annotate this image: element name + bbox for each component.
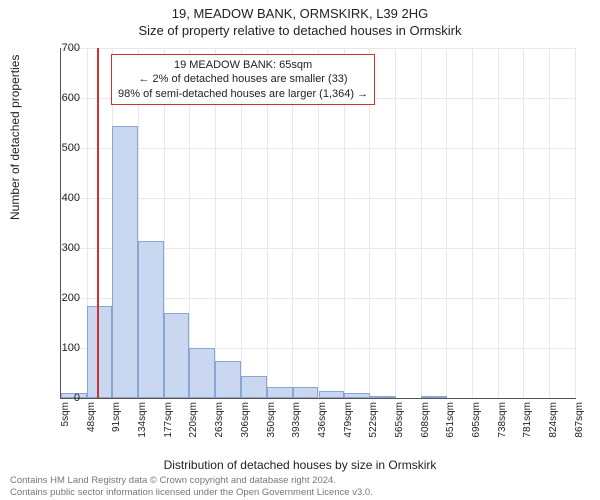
x-tick-label: 824sqm: [548, 402, 559, 452]
footer-attribution: Contains HM Land Registry data © Crown c…: [10, 475, 373, 498]
y-tick-label: 600: [50, 92, 80, 104]
x-tick-label: 91sqm: [111, 402, 122, 452]
histogram-bar: [370, 396, 396, 398]
reference-line: [97, 48, 99, 398]
annotation-line: ← 2% of detached houses are smaller (33): [118, 72, 368, 86]
x-tick-label: 48sqm: [86, 402, 97, 452]
gridline-v: [523, 48, 524, 398]
histogram-bar: [293, 387, 319, 398]
histogram-bar: [164, 313, 190, 398]
x-tick-label: 393sqm: [291, 402, 302, 452]
x-tick-label: 781sqm: [522, 402, 533, 452]
histogram-bar: [241, 376, 267, 399]
histogram-bar: [319, 391, 345, 399]
subtitle: Size of property relative to detached ho…: [0, 21, 600, 38]
gridline-v: [446, 48, 447, 398]
x-tick-label: 350sqm: [266, 402, 277, 452]
chart-container: 19, MEADOW BANK, ORMSKIRK, L39 2HG Size …: [0, 0, 600, 500]
x-tick-label: 522sqm: [368, 402, 379, 452]
y-axis-label: Number of detached properties: [8, 55, 22, 220]
histogram-bar: [189, 348, 215, 398]
histogram-bar: [87, 306, 113, 399]
histogram-bar: [112, 126, 138, 399]
gridline-v: [498, 48, 499, 398]
gridline-v: [575, 48, 576, 398]
annotation-box: 19 MEADOW BANK: 65sqm← 2% of detached ho…: [111, 54, 375, 105]
y-tick-label: 500: [50, 142, 80, 154]
y-tick-label: 400: [50, 192, 80, 204]
y-tick-label: 300: [50, 242, 80, 254]
y-tick-label: 100: [50, 342, 80, 354]
x-tick-label: 695sqm: [471, 402, 482, 452]
x-axis-label: Distribution of detached houses by size …: [0, 458, 600, 472]
annotation-line: 19 MEADOW BANK: 65sqm: [118, 58, 368, 72]
histogram-bar: [215, 361, 241, 399]
x-tick-label: 220sqm: [188, 402, 199, 452]
y-tick-label: 700: [50, 42, 80, 54]
histogram-bar: [138, 241, 164, 399]
footer-line-1: Contains HM Land Registry data © Crown c…: [10, 475, 373, 486]
footer-line-2: Contains public sector information licen…: [10, 487, 373, 498]
x-tick-label: 263sqm: [214, 402, 225, 452]
annotation-line: 98% of semi-detached houses are larger (…: [118, 87, 368, 101]
y-tick-label: 200: [50, 292, 80, 304]
x-tick-label: 738sqm: [497, 402, 508, 452]
address-title: 19, MEADOW BANK, ORMSKIRK, L39 2HG: [0, 0, 600, 21]
gridline-v: [472, 48, 473, 398]
plot-area: 19 MEADOW BANK: 65sqm← 2% of detached ho…: [60, 48, 576, 399]
x-tick-label: 436sqm: [317, 402, 328, 452]
gridline-v: [421, 48, 422, 398]
gridline-v: [549, 48, 550, 398]
x-tick-label: 306sqm: [240, 402, 251, 452]
x-tick-label: 5sqm: [60, 402, 71, 452]
gridline-v: [395, 48, 396, 398]
x-tick-label: 565sqm: [394, 402, 405, 452]
x-tick-label: 134sqm: [137, 402, 148, 452]
x-tick-label: 177sqm: [163, 402, 174, 452]
x-tick-label: 867sqm: [574, 402, 585, 452]
histogram-bar: [344, 393, 370, 398]
x-tick-label: 608sqm: [420, 402, 431, 452]
histogram-bar: [421, 396, 447, 399]
histogram-bar: [267, 387, 293, 398]
x-tick-label: 651sqm: [445, 402, 456, 452]
x-tick-label: 479sqm: [343, 402, 354, 452]
